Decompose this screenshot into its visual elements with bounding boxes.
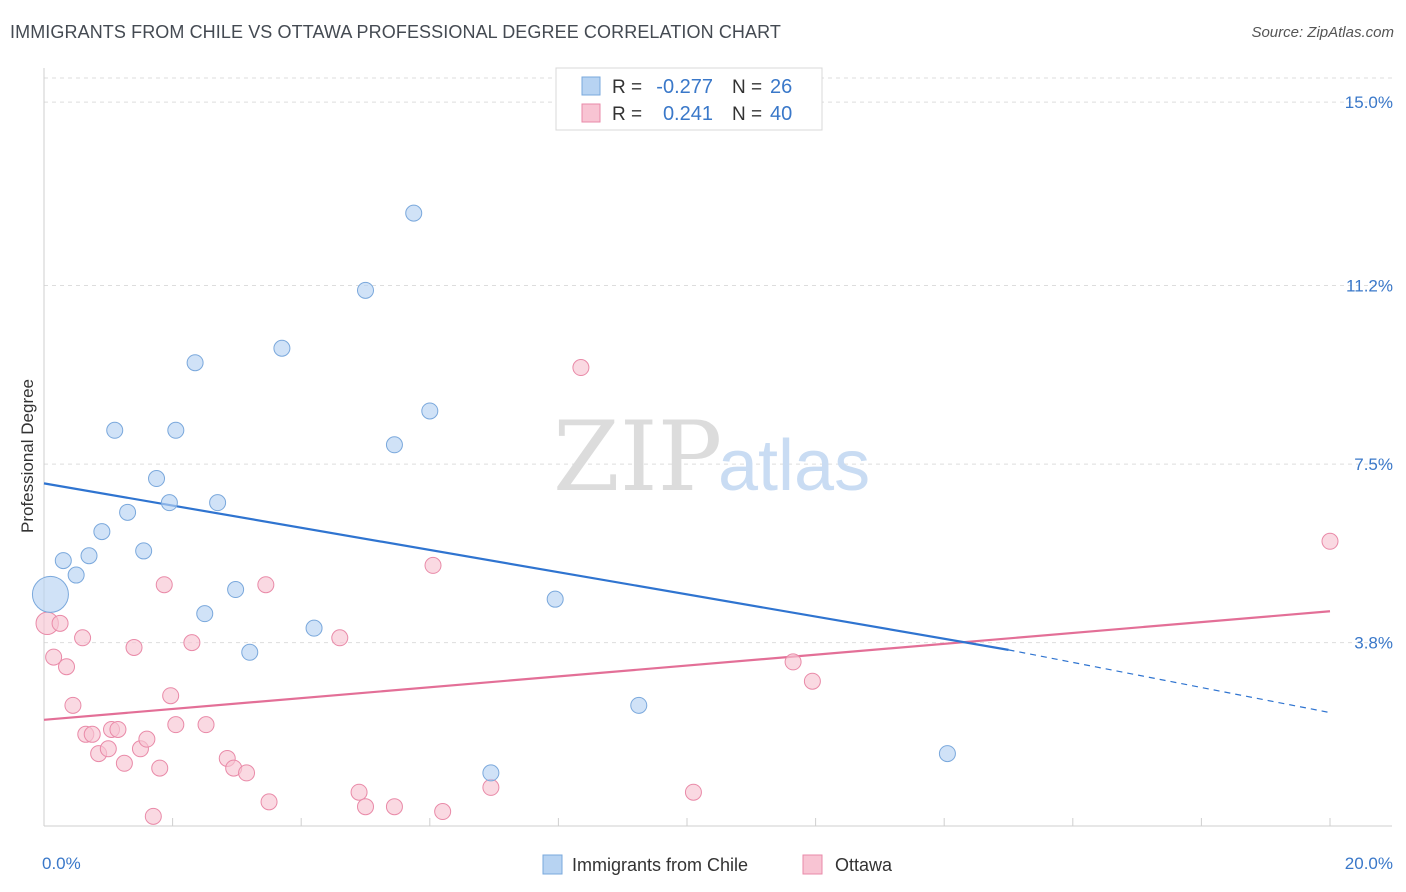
point-ottawa-9 xyxy=(99,740,117,758)
stats-r-label-1: R = xyxy=(612,104,642,125)
point-ottawa-3 xyxy=(58,658,76,676)
x-tick-label-0: 0.0% xyxy=(42,854,81,873)
point-chile-3 xyxy=(80,547,98,565)
watermark-zip: ZIP xyxy=(553,401,722,513)
y-tick-label-3: 15.0% xyxy=(1345,93,1393,112)
stats-r-value-1: 0.241 xyxy=(663,103,713,125)
point-ottawa-11 xyxy=(109,720,127,738)
point-ottawa-17 xyxy=(151,759,169,777)
point-chile-11 xyxy=(186,354,204,372)
point-ottawa-2 xyxy=(51,614,69,632)
point-ottawa-30 xyxy=(357,798,374,816)
tick-labels: 3.8% 7.5% 11.2% 15.0% 0.0% 20.0% xyxy=(42,93,1393,873)
trend-line-ottawa xyxy=(43,610,1331,721)
point-ottawa-39 xyxy=(1321,532,1339,550)
point-chile-2 xyxy=(67,566,85,584)
point-chile-9 xyxy=(160,494,178,512)
trend-line-chile xyxy=(43,482,1009,651)
point-chile-4 xyxy=(93,523,111,541)
point-chile-10 xyxy=(167,421,185,439)
chart-title: IMMIGRANTS FROM CHILE VS OTTAWA PROFESSI… xyxy=(10,22,781,42)
legend-swatch-ottawa xyxy=(802,854,823,875)
stats-r-value-0: -0.277 xyxy=(656,76,713,98)
point-ottawa-26 xyxy=(257,576,275,594)
point-ottawa-37 xyxy=(784,653,802,671)
stats-n-label-0: N = xyxy=(732,77,762,98)
point-ottawa-12 xyxy=(115,754,133,772)
point-ottawa-7 xyxy=(83,725,101,743)
data-points xyxy=(31,204,1339,825)
point-chile-23 xyxy=(546,590,564,608)
point-chile-5 xyxy=(106,421,124,439)
point-chile-14 xyxy=(227,581,245,599)
point-ottawa-31 xyxy=(385,798,403,816)
point-ottawa-28 xyxy=(331,629,349,647)
point-chile-16 xyxy=(273,339,291,357)
point-ottawa-15 xyxy=(138,730,156,748)
point-ottawa-34 xyxy=(482,778,500,796)
grid-lines xyxy=(44,77,1392,644)
point-chile-25 xyxy=(938,745,956,763)
legend-swatch-chile xyxy=(542,854,563,875)
point-ottawa-29 xyxy=(350,783,368,801)
trend-lines xyxy=(43,482,1331,721)
point-chile-6 xyxy=(119,503,137,521)
watermark: ZIP atlas xyxy=(553,401,870,513)
stats-n-value-1: 40 xyxy=(770,103,792,125)
stats-legend: R = -0.277 N = 26 R = 0.241 N = 40 xyxy=(555,67,823,131)
trend-line-chile-extension xyxy=(1008,649,1331,714)
point-chile-0 xyxy=(31,575,69,613)
point-ottawa-25 xyxy=(238,764,256,782)
point-ottawa-33 xyxy=(434,803,452,821)
point-chile-24 xyxy=(630,696,648,714)
point-ottawa-18 xyxy=(155,576,173,594)
point-ottawa-16 xyxy=(144,807,162,825)
y-tick-label-1: 7.5% xyxy=(1354,455,1393,474)
point-chile-7 xyxy=(135,542,153,560)
point-ottawa-4 xyxy=(64,696,82,714)
point-chile-21 xyxy=(421,402,439,420)
point-chile-13 xyxy=(209,494,227,512)
point-ottawa-36 xyxy=(684,783,702,801)
y-tick-label-2: 11.2% xyxy=(1346,277,1393,296)
legend-label-ottawa: Ottawa xyxy=(835,855,893,875)
point-chile-15 xyxy=(241,643,259,661)
point-chile-19 xyxy=(385,436,403,454)
point-chile-12 xyxy=(196,605,214,623)
point-chile-1 xyxy=(54,552,72,570)
point-ottawa-20 xyxy=(167,716,185,734)
point-chile-18 xyxy=(357,281,374,299)
axes xyxy=(43,68,1392,827)
point-ottawa-27 xyxy=(260,793,278,811)
stats-swatch-0 xyxy=(581,76,601,96)
point-chile-22 xyxy=(482,764,500,782)
point-ottawa-19 xyxy=(162,687,180,705)
point-ottawa-22 xyxy=(197,716,215,734)
stats-swatch-1 xyxy=(581,103,601,123)
legend-label-chile: Immigrants from Chile xyxy=(572,855,748,875)
point-ottawa-1 xyxy=(45,648,63,666)
stats-r-label-0: R = xyxy=(612,77,642,98)
source-credit: Source: ZipAtlas.com xyxy=(1251,24,1394,41)
watermark-atlas: atlas xyxy=(718,426,870,506)
point-ottawa-21 xyxy=(183,634,201,652)
series-legend: Immigrants from Chile Ottawa xyxy=(542,854,893,875)
point-chile-20 xyxy=(405,204,423,222)
x-tick-label-1: 20.0% xyxy=(1345,854,1393,873)
point-ottawa-38 xyxy=(803,672,821,690)
point-ottawa-32 xyxy=(424,556,442,574)
point-chile-8 xyxy=(148,470,166,488)
point-ottawa-13 xyxy=(125,638,143,656)
stats-n-label-1: N = xyxy=(732,104,762,125)
point-ottawa-35 xyxy=(572,359,590,377)
y-tick-label-0: 3.8% xyxy=(1354,634,1393,653)
point-ottawa-5 xyxy=(74,629,92,647)
stats-n-value-0: 26 xyxy=(770,76,792,98)
point-chile-17 xyxy=(305,619,323,637)
